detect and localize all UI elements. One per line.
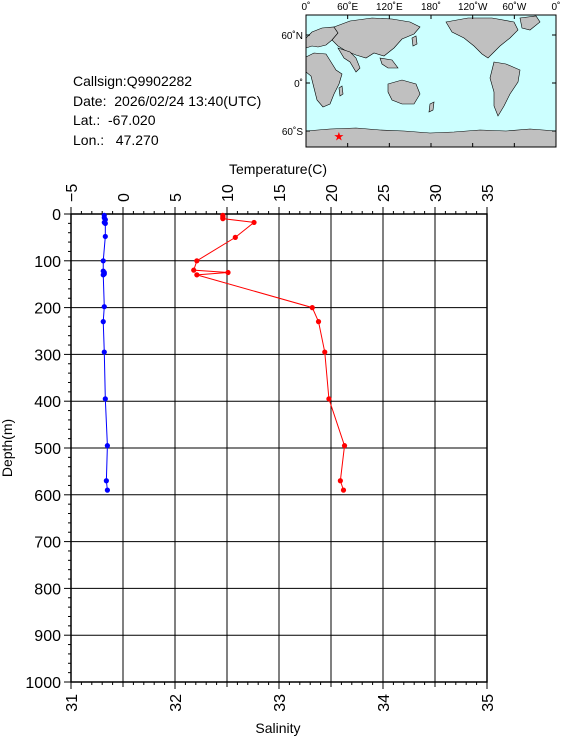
date-text: Date: 2026/02/24 13:40(UTC) bbox=[73, 92, 262, 109]
lon-text: Lon.: 47.270 bbox=[73, 131, 159, 148]
temperature-point bbox=[341, 443, 348, 449]
depth-tick-label: 100 bbox=[34, 254, 61, 271]
salinity-point bbox=[102, 233, 108, 240]
salinity-tick-label: 32 bbox=[168, 694, 185, 712]
map-lon-label: 120˚W bbox=[458, 1, 488, 13]
map-frame-ticks bbox=[305, 15, 557, 147]
chart-ticks bbox=[64, 207, 488, 689]
temperature-point bbox=[340, 487, 347, 493]
station-info: Callsign:Q9902282 Date: 2026/02/24 13:40… bbox=[73, 72, 261, 150]
map-lon-label: 0˚ bbox=[552, 1, 561, 13]
temperature-profile-line bbox=[193, 215, 346, 491]
salinity-tick-label: 33 bbox=[272, 694, 289, 712]
temperature-point bbox=[315, 319, 322, 325]
depth-tick-label: 700 bbox=[34, 535, 61, 552]
salinity-point bbox=[102, 220, 108, 226]
salinity-point bbox=[101, 349, 107, 355]
temperature-tick-label: 15 bbox=[272, 184, 289, 202]
map-lon-label: 0˚ bbox=[302, 1, 311, 13]
map-lat-labels: 60˚N 0˚ 60˚S bbox=[281, 30, 303, 138]
temperature-point bbox=[194, 258, 200, 264]
depth-tick-label: 300 bbox=[34, 347, 61, 364]
salinity-tick-label: 31 bbox=[64, 694, 81, 712]
temperature-tick-label: 20 bbox=[324, 184, 341, 202]
depth-tick-label: 400 bbox=[34, 394, 61, 411]
temperature-tick-label: 5 bbox=[168, 193, 185, 202]
map-land bbox=[305, 15, 557, 148]
temperature-tick-label: 10 bbox=[220, 184, 237, 202]
temperature-tick-label: 35 bbox=[480, 184, 497, 202]
callsign-text: Callsign:Q9902282 bbox=[73, 73, 193, 89]
depth-tick-label: 600 bbox=[34, 488, 61, 505]
salinity-point bbox=[102, 396, 108, 402]
depth-tick-label: 500 bbox=[34, 441, 61, 458]
depth-tick-label: 200 bbox=[34, 301, 61, 318]
depth-tick-label: 0 bbox=[52, 207, 61, 224]
map-lat-label: 60˚N bbox=[281, 30, 303, 42]
temperature-point bbox=[337, 478, 343, 484]
salinity-tick-label: 34 bbox=[376, 694, 393, 712]
temperature-point bbox=[220, 216, 226, 222]
temperature-tick-label: 30 bbox=[428, 184, 445, 202]
depth-tick-label: 800 bbox=[34, 581, 61, 598]
salinity-axis-title: Salinity bbox=[255, 720, 300, 736]
depth-tick-label: 1000 bbox=[25, 675, 61, 692]
salinity-point bbox=[101, 304, 107, 310]
salinity-point bbox=[100, 319, 106, 325]
temperature-point bbox=[191, 267, 197, 273]
temperature-point bbox=[309, 305, 315, 311]
map-lon-label: 180˚ bbox=[421, 1, 441, 13]
temperature-axis-title: Temperature(C) bbox=[229, 161, 327, 177]
salinity-tick-label: 35 bbox=[480, 694, 497, 712]
station-marker: ★ bbox=[333, 130, 344, 144]
temperature-point bbox=[232, 234, 238, 240]
chart-series bbox=[100, 212, 348, 493]
salinity-point bbox=[100, 258, 106, 264]
salinity-point bbox=[104, 487, 110, 493]
salinity-point bbox=[100, 272, 106, 278]
salinity-point bbox=[103, 478, 109, 484]
map-lon-label: 60˚E bbox=[337, 1, 358, 13]
map-lon-labels: 0˚ 60˚E 120˚E 180˚ 120˚W 60˚W 0˚ bbox=[302, 1, 561, 13]
chart-grid bbox=[70, 213, 488, 683]
depth-tick-label: 900 bbox=[34, 628, 61, 645]
salinity-point bbox=[104, 443, 110, 449]
temperature-point bbox=[326, 396, 332, 402]
map-lon-label: 120˚E bbox=[376, 1, 403, 13]
temperature-tick-label: −5 bbox=[64, 184, 81, 202]
map-lat-label: 60˚S bbox=[282, 126, 303, 138]
temperature-tick-label: 0 bbox=[116, 193, 133, 202]
lat-text: Lat.: -67.020 bbox=[73, 112, 156, 128]
map-lon-label: 60˚W bbox=[502, 1, 526, 13]
temperature-point bbox=[251, 219, 257, 226]
map-lat-label: 0˚ bbox=[294, 78, 303, 90]
temperature-point bbox=[194, 272, 200, 278]
temperature-tick-label: 25 bbox=[376, 184, 393, 202]
temperature-point bbox=[322, 349, 328, 355]
temperature-point bbox=[225, 269, 231, 276]
depth-axis-title: Depth(m) bbox=[0, 419, 15, 477]
